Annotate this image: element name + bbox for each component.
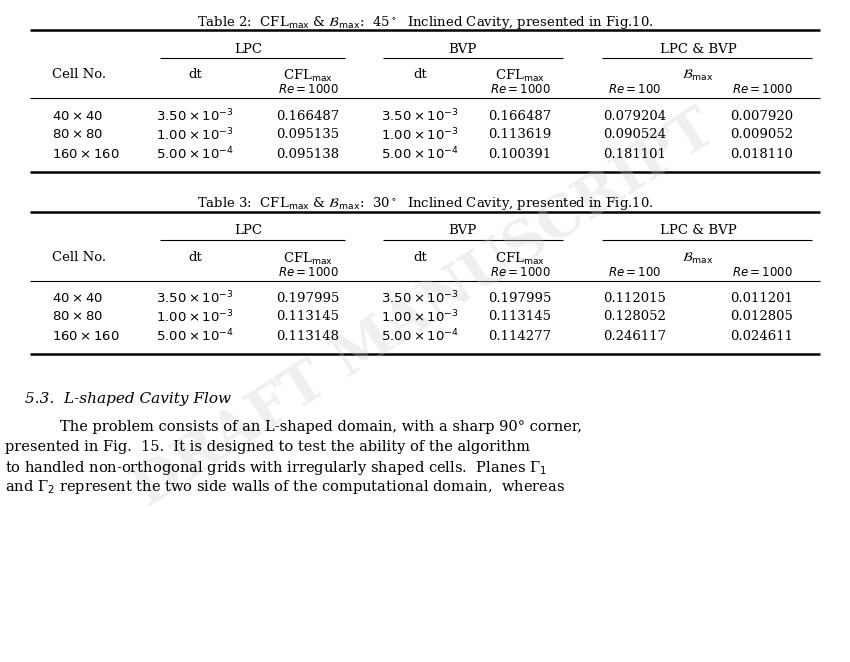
Text: CFL$_{\mathrm{max}}$: CFL$_{\mathrm{max}}$	[283, 68, 333, 84]
Text: $Re = 1000$: $Re = 1000$	[278, 83, 338, 96]
Text: $1.00\times10^{-3}$: $1.00\times10^{-3}$	[156, 126, 234, 143]
Text: dt: dt	[188, 251, 201, 264]
Text: LPC & BVP: LPC & BVP	[660, 43, 736, 56]
Text: CFL$_{\mathrm{max}}$: CFL$_{\mathrm{max}}$	[283, 251, 333, 267]
Text: 0.011201: 0.011201	[730, 291, 793, 305]
Text: $3.50\times10^{-3}$: $3.50\times10^{-3}$	[156, 108, 234, 124]
Text: LPC: LPC	[234, 224, 262, 237]
Text: 0.181101: 0.181101	[604, 148, 666, 160]
Text: $5.00\times10^{-4}$: $5.00\times10^{-4}$	[156, 146, 234, 162]
Text: LPC & BVP: LPC & BVP	[660, 224, 736, 237]
Text: 0.100391: 0.100391	[489, 148, 552, 160]
Text: $80\times80$: $80\times80$	[52, 310, 103, 324]
Text: 0.009052: 0.009052	[730, 128, 794, 142]
Text: 0.090524: 0.090524	[604, 128, 666, 142]
Text: $80\times80$: $80\times80$	[52, 128, 103, 142]
Text: 0.246117: 0.246117	[604, 330, 666, 342]
Text: $\mathcal{B}_{\mathrm{max}}$: $\mathcal{B}_{\mathrm{max}}$	[683, 251, 714, 266]
Text: to handled non-orthogonal grids with irregularly shaped cells.  Planes Γ$_1$: to handled non-orthogonal grids with irr…	[5, 459, 547, 477]
Text: 5.3.  L-shaped Cavity Flow: 5.3. L-shaped Cavity Flow	[25, 392, 231, 406]
Text: $Re = 100$: $Re = 100$	[609, 266, 661, 279]
Text: 0.114277: 0.114277	[489, 330, 552, 342]
Text: DRAFT MANUSCRIPT: DRAFT MANUSCRIPT	[124, 101, 726, 518]
Text: 0.166487: 0.166487	[276, 109, 340, 122]
Text: 0.095138: 0.095138	[276, 148, 339, 160]
Text: $3.50\times10^{-3}$: $3.50\times10^{-3}$	[381, 290, 459, 307]
Text: 0.113148: 0.113148	[276, 330, 339, 342]
Text: The problem consists of an L-shaped domain, with a sharp 90° corner,: The problem consists of an L-shaped doma…	[60, 420, 582, 434]
Text: $1.00\times10^{-3}$: $1.00\times10^{-3}$	[381, 126, 459, 143]
Text: $5.00\times10^{-4}$: $5.00\times10^{-4}$	[381, 146, 459, 162]
Text: Cell No.: Cell No.	[52, 68, 106, 81]
Text: $160\times160$: $160\times160$	[52, 330, 120, 342]
Text: 0.024611: 0.024611	[730, 330, 794, 342]
Text: 0.128052: 0.128052	[604, 310, 666, 324]
Text: 0.018110: 0.018110	[730, 148, 793, 160]
Text: $40\times40$: $40\times40$	[52, 109, 103, 122]
Text: Cell No.: Cell No.	[52, 251, 106, 264]
Text: 0.113145: 0.113145	[489, 310, 552, 324]
Text: 0.012805: 0.012805	[730, 310, 793, 324]
Text: 0.113145: 0.113145	[276, 310, 339, 324]
Text: 0.113619: 0.113619	[489, 128, 552, 142]
Text: 0.007920: 0.007920	[730, 109, 794, 122]
Text: $3.50\times10^{-3}$: $3.50\times10^{-3}$	[156, 290, 234, 307]
Text: $1.00\times10^{-3}$: $1.00\times10^{-3}$	[381, 308, 459, 325]
Text: LPC: LPC	[234, 43, 262, 56]
Text: $Re = 100$: $Re = 100$	[609, 83, 661, 96]
Text: 0.079204: 0.079204	[604, 109, 666, 122]
Text: $Re = 1000$: $Re = 1000$	[490, 83, 551, 96]
Text: CFL$_{\mathrm{max}}$: CFL$_{\mathrm{max}}$	[495, 251, 545, 267]
Text: $160\times160$: $160\times160$	[52, 148, 120, 160]
Text: $1.00\times10^{-3}$: $1.00\times10^{-3}$	[156, 308, 234, 325]
Text: BVP: BVP	[448, 43, 476, 56]
Text: 0.197995: 0.197995	[488, 291, 552, 305]
Text: 0.166487: 0.166487	[489, 109, 552, 122]
Text: 0.095135: 0.095135	[276, 128, 339, 142]
Text: dt: dt	[413, 68, 427, 81]
Text: dt: dt	[413, 251, 427, 264]
Text: 0.112015: 0.112015	[604, 291, 666, 305]
Text: $Re = 1000$: $Re = 1000$	[732, 266, 792, 279]
Text: dt: dt	[188, 68, 201, 81]
Text: presented in Fig.  15.  It is designed to test the ability of the algorithm: presented in Fig. 15. It is designed to …	[5, 440, 530, 454]
Text: and Γ$_2$ represent the two side walls of the computational domain,  whereas: and Γ$_2$ represent the two side walls o…	[5, 478, 565, 496]
Text: $3.50\times10^{-3}$: $3.50\times10^{-3}$	[381, 108, 459, 124]
Text: $Re = 1000$: $Re = 1000$	[732, 83, 792, 96]
Text: CFL$_{\mathrm{max}}$: CFL$_{\mathrm{max}}$	[495, 68, 545, 84]
Text: BVP: BVP	[448, 224, 476, 237]
Text: Table 3:  CFL$_{\mathrm{max}}$ & $\mathcal{B}_{\mathrm{max}}$:  30$^\circ$  Incl: Table 3: CFL$_{\mathrm{max}}$ & $\mathca…	[196, 195, 654, 212]
Text: $40\times40$: $40\times40$	[52, 291, 103, 305]
Text: Table 2:  CFL$_{\mathrm{max}}$ & $\mathcal{B}_{\mathrm{max}}$:  45$^\circ$  Incl: Table 2: CFL$_{\mathrm{max}}$ & $\mathca…	[196, 14, 654, 31]
Text: $5.00\times10^{-4}$: $5.00\times10^{-4}$	[381, 328, 459, 344]
Text: $5.00\times10^{-4}$: $5.00\times10^{-4}$	[156, 328, 234, 344]
Text: $\mathcal{B}_{\mathrm{max}}$: $\mathcal{B}_{\mathrm{max}}$	[683, 68, 714, 83]
Text: $Re = 1000$: $Re = 1000$	[278, 266, 338, 279]
Text: 0.197995: 0.197995	[276, 291, 340, 305]
Text: $Re = 1000$: $Re = 1000$	[490, 266, 551, 279]
